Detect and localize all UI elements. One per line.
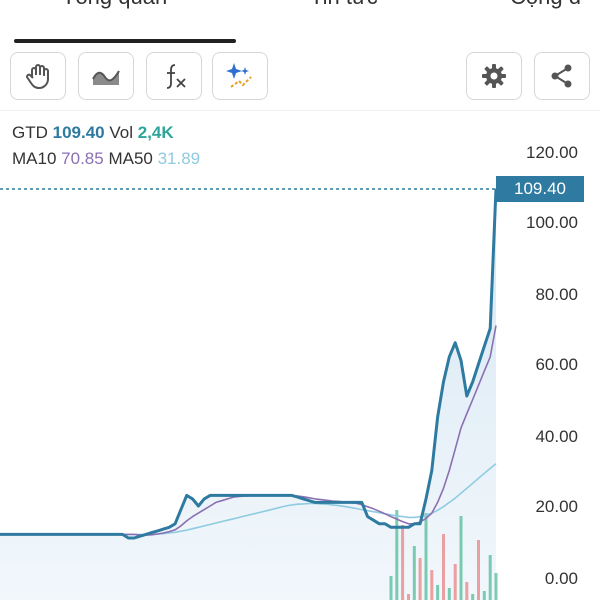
y-tick-0: 0.00	[544, 569, 578, 588]
volume-bar	[465, 582, 469, 600]
share-button[interactable]	[534, 52, 590, 100]
chart-legend: GTD 109.40 Vol 2,4K MA10 70.85 MA50 31.8…	[12, 120, 200, 172]
price-line	[0, 188, 498, 540]
volume-bar	[494, 573, 498, 600]
ma10-value: 70.85	[61, 149, 104, 168]
ai-analysis-button[interactable]	[212, 52, 268, 100]
y-tick-20: 20.00	[535, 497, 578, 516]
volume-bar	[453, 564, 457, 600]
chart-toolbar	[0, 44, 600, 111]
share-icon	[551, 64, 572, 88]
price-chart[interactable]	[0, 110, 600, 600]
volume-bar	[395, 510, 399, 600]
last-price-tag: 109.40	[496, 176, 584, 202]
chart-type-button[interactable]	[78, 52, 134, 100]
settings-gear-icon	[482, 64, 506, 88]
volume-bar	[459, 516, 463, 600]
ai-sparkle-icon	[226, 63, 252, 88]
volume-bar	[401, 525, 405, 600]
ma10-label: MA10	[12, 149, 57, 168]
function-icon	[166, 64, 186, 89]
volume-bar	[477, 540, 480, 600]
ticker-label: GTD	[12, 123, 48, 142]
y-tick-60: 60.00	[535, 355, 578, 374]
tab-community[interactable]: Cộng đ	[510, 0, 581, 10]
ma50-value: 31.89	[157, 149, 201, 168]
hand-drag-button[interactable]	[10, 52, 66, 100]
volume-bar	[430, 570, 434, 600]
active-tab-indicator	[14, 39, 236, 43]
vol-value: 2,4K	[137, 123, 174, 142]
volume-bar	[424, 513, 428, 600]
settings-button[interactable]	[466, 52, 522, 100]
volume-bar	[488, 555, 492, 600]
indicator-button[interactable]	[146, 52, 202, 100]
y-tick-120: 120.00	[526, 143, 578, 162]
price-area	[0, 188, 496, 600]
tab-bar: Tổng quan Tin tức Cộng đ	[0, 0, 600, 45]
tab-news[interactable]: Tin tức	[310, 0, 378, 10]
y-tick-40: 40.00	[535, 427, 578, 446]
vol-label: Vol	[109, 123, 133, 142]
hand-drag-icon	[26, 64, 49, 89]
volume-bar	[436, 585, 440, 600]
tab-overview[interactable]: Tổng quan	[62, 0, 167, 10]
y-tick-100: 100.00	[526, 213, 578, 232]
volume-bar	[407, 594, 410, 600]
volume-bar	[412, 546, 416, 600]
volume-bar	[389, 576, 393, 600]
volume-bar	[442, 534, 445, 600]
volume-bar	[482, 591, 486, 600]
ma50-label: MA50	[108, 149, 153, 168]
y-tick-80: 80.00	[535, 285, 578, 304]
volume-bar	[447, 588, 451, 600]
area-chart-icon	[92, 70, 120, 85]
volume-bar	[418, 558, 422, 600]
volume-bar	[471, 594, 475, 600]
price-value: 109.40	[52, 123, 105, 142]
